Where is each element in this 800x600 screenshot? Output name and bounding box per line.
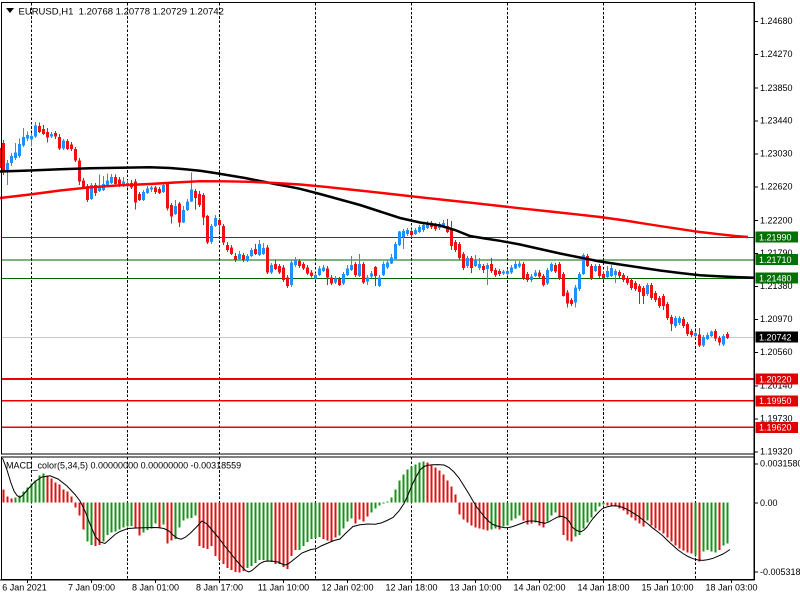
svg-text:1.19620: 1.19620 bbox=[759, 423, 792, 433]
svg-text:6 Jan 2021: 6 Jan 2021 bbox=[2, 583, 47, 593]
svg-text:1.24270: 1.24270 bbox=[760, 49, 793, 59]
svg-text:14 Jan 02:00: 14 Jan 02:00 bbox=[513, 583, 565, 593]
svg-text:1.22620: 1.22620 bbox=[760, 182, 793, 192]
svg-text:7 Jan 09:00: 7 Jan 09:00 bbox=[68, 583, 115, 593]
svg-text:-0.0053189: -0.0053189 bbox=[760, 567, 800, 577]
svg-text:1.21790: 1.21790 bbox=[760, 248, 793, 258]
svg-text:1.21380: 1.21380 bbox=[760, 281, 793, 291]
svg-text:1.23030: 1.23030 bbox=[760, 149, 793, 159]
svg-text:MACD_color(5,34,5) 0.00000000: MACD_color(5,34,5) 0.00000000 0.00000000… bbox=[6, 461, 241, 471]
svg-text:1.20970: 1.20970 bbox=[760, 314, 793, 324]
svg-text:0.0031580: 0.0031580 bbox=[760, 459, 800, 469]
svg-text:1.23850: 1.23850 bbox=[760, 83, 793, 93]
svg-text:1.24680: 1.24680 bbox=[760, 16, 793, 26]
svg-text:1.21990: 1.21990 bbox=[759, 232, 792, 242]
svg-text:15 Jan 10:00: 15 Jan 10:00 bbox=[641, 583, 693, 593]
svg-text:EURUSD,H1 1.20768 1.20778 1.2: EURUSD,H1 1.20768 1.20778 1.20729 1.2074… bbox=[19, 7, 224, 18]
svg-text:11 Jan 10:00: 11 Jan 10:00 bbox=[258, 583, 309, 593]
svg-text:1.20560: 1.20560 bbox=[760, 347, 793, 357]
svg-text:1.20140: 1.20140 bbox=[760, 381, 793, 391]
svg-text:0.00: 0.00 bbox=[760, 498, 778, 508]
svg-text:8 Jan 01:00: 8 Jan 01:00 bbox=[132, 583, 179, 593]
svg-text:14 Jan 18:00: 14 Jan 18:00 bbox=[577, 583, 629, 593]
svg-text:1.22200: 1.22200 bbox=[760, 215, 793, 225]
svg-text:13 Jan 10:00: 13 Jan 10:00 bbox=[449, 583, 501, 593]
svg-text:8 Jan 17:00: 8 Jan 17:00 bbox=[196, 583, 243, 593]
svg-text:1.19950: 1.19950 bbox=[759, 396, 792, 406]
svg-text:1.20220: 1.20220 bbox=[759, 375, 792, 385]
svg-text:12 Jan 18:00: 12 Jan 18:00 bbox=[385, 583, 437, 593]
svg-text:1.21710: 1.21710 bbox=[759, 255, 792, 265]
svg-text:1.19730: 1.19730 bbox=[760, 414, 793, 424]
svg-text:1.20742: 1.20742 bbox=[759, 333, 792, 343]
svg-text:1.19320: 1.19320 bbox=[760, 447, 793, 457]
svg-text:12 Jan 02:00: 12 Jan 02:00 bbox=[321, 583, 373, 593]
svg-text:1.21480: 1.21480 bbox=[759, 273, 792, 283]
svg-text:1.23440: 1.23440 bbox=[760, 116, 793, 126]
svg-text:18 Jan 03:00: 18 Jan 03:00 bbox=[705, 583, 757, 593]
